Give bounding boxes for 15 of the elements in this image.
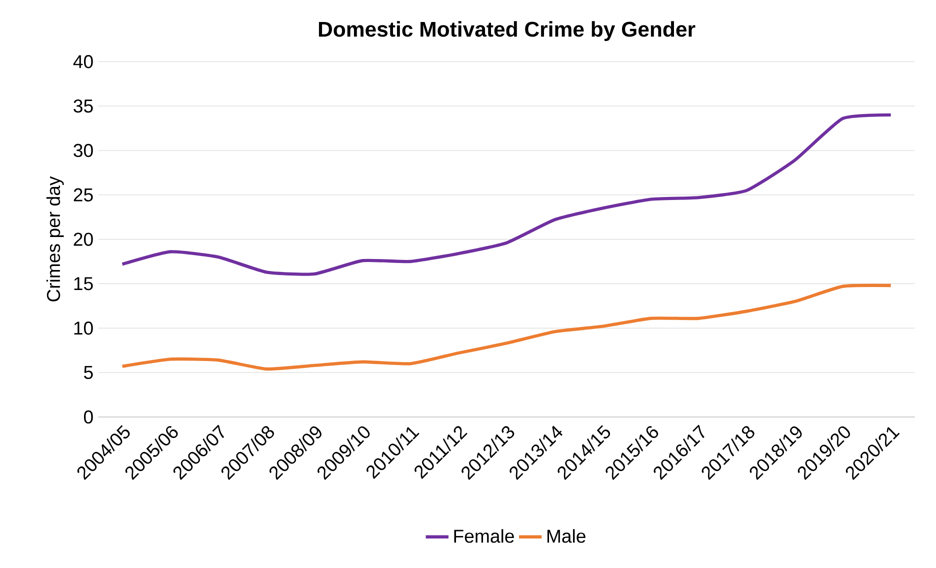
y-tick-label: 20 bbox=[74, 232, 93, 246]
y-tick-label: 25 bbox=[74, 188, 93, 202]
y-axis-title: Crimes per day bbox=[46, 176, 64, 302]
y-tick-label: 30 bbox=[74, 144, 93, 157]
legend-label: Female bbox=[454, 529, 514, 543]
y-tick-label: 5 bbox=[84, 366, 93, 379]
line-series bbox=[120, 284, 892, 371]
legend-label: Male bbox=[547, 529, 586, 543]
line-series bbox=[120, 113, 892, 276]
chart-title: Domestic Motivated Crime by Gender bbox=[318, 21, 696, 41]
y-tick-label: 35 bbox=[74, 99, 93, 113]
y-tick-label: 40 bbox=[73, 54, 93, 68]
y-tick-label: 10 bbox=[74, 321, 93, 335]
y-tick-label: 0 bbox=[84, 410, 93, 424]
y-tick-label: 15 bbox=[74, 277, 93, 290]
